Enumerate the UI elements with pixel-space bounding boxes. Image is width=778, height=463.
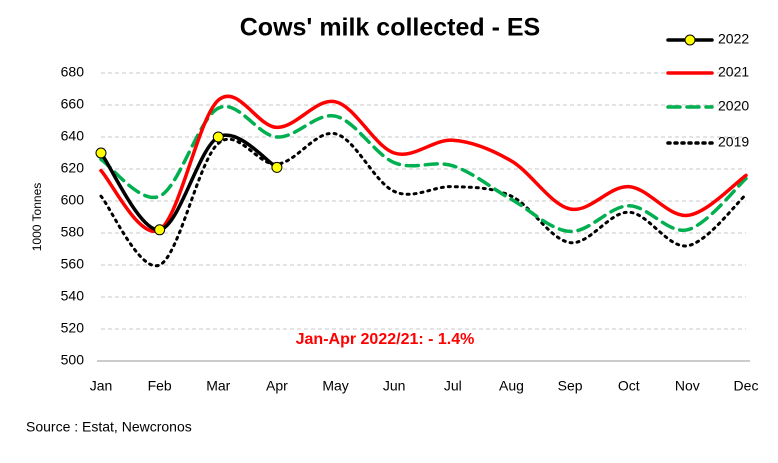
y-tick-label: 520 xyxy=(61,320,85,336)
x-tick-label: Sep xyxy=(558,378,583,394)
y-tick-label: 640 xyxy=(61,128,85,144)
y-tick-label: 680 xyxy=(61,64,85,80)
x-tick-label: Feb xyxy=(148,378,172,394)
y-tick-label: 660 xyxy=(61,96,85,112)
legend-label: 2020 xyxy=(718,98,749,114)
series-line xyxy=(99,132,748,268)
y-tick-label: 620 xyxy=(61,160,85,176)
x-tick-label: Jan xyxy=(90,378,113,394)
legend-label: 2022 xyxy=(718,31,749,47)
x-tick-label: Mar xyxy=(206,378,230,394)
x-tick-label: Jun xyxy=(383,378,406,394)
y-tick-label: 580 xyxy=(61,224,85,240)
chart-title: Cows' milk collected - ES xyxy=(240,14,540,42)
x-tick-label: May xyxy=(322,378,348,394)
source: Source : Estat, Newcronos xyxy=(26,419,192,435)
point-marker xyxy=(271,161,283,173)
annotation: Jan-Apr 2022/21: - 1.4% xyxy=(296,331,475,348)
x-tick-label: Jul xyxy=(444,378,462,394)
x-tick-label: Oct xyxy=(618,378,640,394)
point-marker xyxy=(212,131,224,143)
y-tick-label: 600 xyxy=(61,192,85,208)
y-tick-label: 540 xyxy=(61,288,85,304)
y-tick-label: 560 xyxy=(61,256,85,272)
series-line xyxy=(99,94,748,233)
x-tick-label: Aug xyxy=(499,378,524,394)
y-tick-label: 500 xyxy=(61,352,85,368)
x-tick-label: Nov xyxy=(675,378,700,394)
legend-label: 2019 xyxy=(718,134,749,150)
legend-marker xyxy=(684,34,696,46)
series-line xyxy=(99,133,279,232)
y-axis-label: 1000 Tonnes xyxy=(30,183,44,252)
legend-label: 2021 xyxy=(718,64,749,80)
point-marker xyxy=(95,147,107,159)
x-tick-label: Apr xyxy=(266,378,288,394)
x-tick-label: Dec xyxy=(734,378,759,394)
point-marker xyxy=(154,224,166,236)
